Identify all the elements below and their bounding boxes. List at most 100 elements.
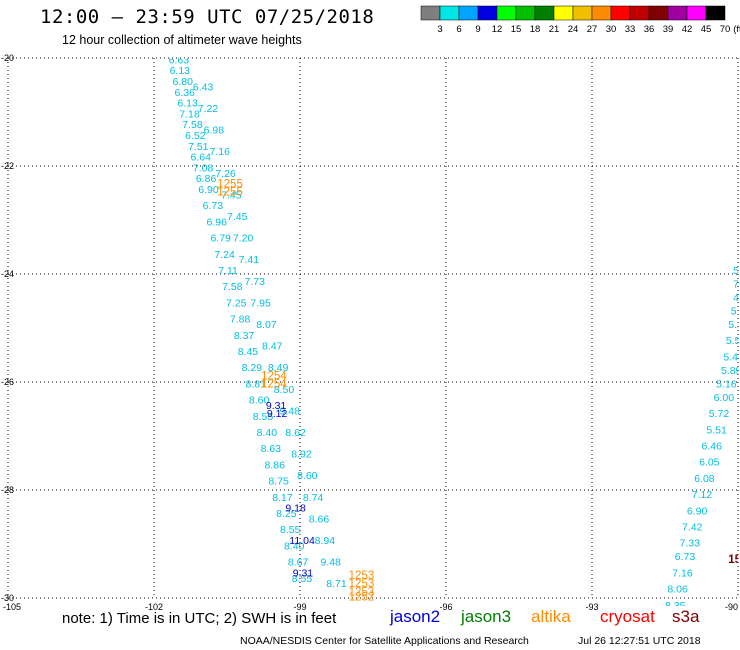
data-label: 5. — [733, 265, 740, 277]
colorbar-label: 42 — [682, 24, 693, 35]
data-label: 7.51 — [188, 141, 209, 153]
data-label: 11.04 — [289, 535, 315, 547]
legend-s3a: s3a — [672, 607, 700, 626]
colorbar-label: 21 — [549, 24, 560, 35]
colorbar-swatch — [496, 5, 517, 21]
data-label: 8.50 — [274, 384, 295, 396]
data-label: 8.55 — [253, 411, 274, 423]
colorbar-label: 70 — [720, 24, 731, 35]
data-label: 6.98 — [204, 125, 225, 137]
data-label: 7.20 — [233, 233, 254, 245]
y-tick-label: -20 — [1, 53, 14, 63]
data-label: 8.81 — [245, 378, 266, 390]
data-label: 7.25 — [226, 297, 247, 309]
y-tick-label: -26 — [1, 377, 14, 387]
footer-note: note: 1) Time is in UTC; 2) SWH is in fe… — [62, 610, 337, 627]
data-label: 8.06 — [667, 584, 688, 596]
colorbar-swatch — [515, 5, 536, 21]
data-label: 6.13 — [170, 65, 191, 77]
data-label: 7.42 — [682, 522, 703, 534]
colorbar-swatch — [553, 5, 574, 21]
colorbar-swatch — [420, 5, 441, 21]
colorbar-label: 9 — [475, 24, 480, 35]
data-label: 8.35 — [665, 600, 686, 612]
data-label: 1546 — [728, 554, 740, 566]
x-tick-label: -105 — [3, 602, 21, 612]
colorbar-label: 15 — [511, 24, 522, 35]
data-label: 7.08 — [193, 162, 214, 174]
data-label: 7.45 — [221, 189, 242, 201]
data-label: 8.40 — [257, 427, 278, 439]
data-label: 7.95 — [250, 297, 271, 309]
data-label: 7.33 — [680, 538, 701, 550]
data-label: 1252 — [349, 592, 375, 604]
y-tick-label: -30 — [1, 593, 14, 603]
data-label: 7.16 — [209, 146, 230, 158]
data-label: 9.48 — [280, 405, 301, 417]
colorbar-swatch — [667, 5, 688, 21]
colorbar-swatch — [705, 5, 726, 21]
data-label: 9.18 — [285, 503, 306, 515]
data-label: 6.73 — [675, 551, 696, 563]
data-label: 8.07 — [256, 319, 277, 331]
data-label: 1254 — [261, 370, 287, 382]
data-label: 5.72 — [709, 408, 730, 420]
data-label: 8.37 — [234, 330, 255, 342]
y-tick-label: -28 — [1, 485, 14, 495]
data-label: 7.22 — [198, 103, 219, 115]
colorbar-label: 6 — [456, 24, 461, 35]
data-label: 6.36 — [174, 87, 195, 99]
data-label: 6.90 — [687, 505, 708, 517]
legend-jason3: jason3 — [461, 607, 512, 626]
colorbar-label: 39 — [663, 24, 674, 35]
credit-text: NOAA/NESDIS Center for Satellite Applica… — [240, 635, 529, 647]
data-label: 9.31 — [266, 400, 287, 412]
data-label: 8.55 — [280, 524, 301, 536]
colorbar-label: 33 — [625, 24, 636, 35]
data-label: 8.47 — [262, 341, 283, 353]
data-label: 7.41 — [239, 254, 260, 266]
y-tick-label: -22 — [1, 161, 14, 171]
legend-cryosat: cryosat — [600, 607, 655, 626]
data-label: 1254 — [261, 378, 287, 390]
data-label: 8.94 — [315, 535, 336, 547]
colorbar-label: 30 — [606, 24, 617, 35]
data-label: 7.24 — [214, 249, 235, 261]
timestamp-text: Jul 26 12:27:51 UTC 2018 — [578, 635, 701, 647]
data-label: 5.40 — [723, 351, 740, 363]
x-tick-label: -102 — [145, 602, 163, 612]
data-label: 5.51 — [706, 424, 727, 436]
data-label: 7.58 — [222, 281, 243, 293]
data-label: 5.2 — [728, 319, 740, 331]
colorbar-swatch — [686, 5, 707, 21]
data-label: 6.52 — [185, 130, 206, 142]
x-tick-label: -90 — [725, 602, 738, 612]
data-label: 9.12 — [267, 408, 288, 420]
data-label: 1255 — [217, 187, 243, 199]
data-label: 8.40 — [284, 540, 305, 552]
colorbar-label: 45 — [701, 24, 712, 35]
data-label: 9.31 — [293, 567, 314, 579]
colorbar-swatch — [629, 5, 650, 21]
data-label: 7.26 — [215, 168, 236, 180]
colorbar-label: 3 — [437, 24, 442, 35]
colorbar-swatch — [648, 5, 669, 21]
x-tick-label: -99 — [293, 602, 306, 612]
data-label: 1253 — [349, 586, 375, 598]
colorbar-label: 24 — [568, 24, 579, 35]
data-label: 7. — [733, 279, 740, 291]
data-label: 7.16 — [672, 567, 693, 579]
legend-jason2: jason2 — [390, 607, 441, 626]
data-label: 8.67 — [288, 557, 309, 569]
x-tick-label: -93 — [585, 602, 598, 612]
data-label: 1255 — [217, 179, 243, 191]
data-label: 6.80 — [172, 76, 193, 88]
data-label: 8.74 — [303, 492, 324, 504]
data-label: 6.46 — [702, 441, 723, 453]
data-label: 8.71 — [326, 578, 347, 590]
data-label: 5.89 — [721, 365, 740, 377]
data-label: 7.73 — [245, 276, 266, 288]
data-label: 8.63 — [261, 443, 282, 455]
data-label: 8.55 — [292, 573, 313, 585]
